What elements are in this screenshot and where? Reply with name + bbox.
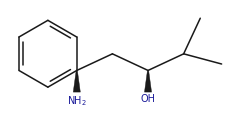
Text: OH: OH: [140, 94, 156, 104]
Polygon shape: [144, 70, 152, 92]
Polygon shape: [73, 70, 80, 92]
Text: NH$_2$: NH$_2$: [67, 94, 87, 108]
